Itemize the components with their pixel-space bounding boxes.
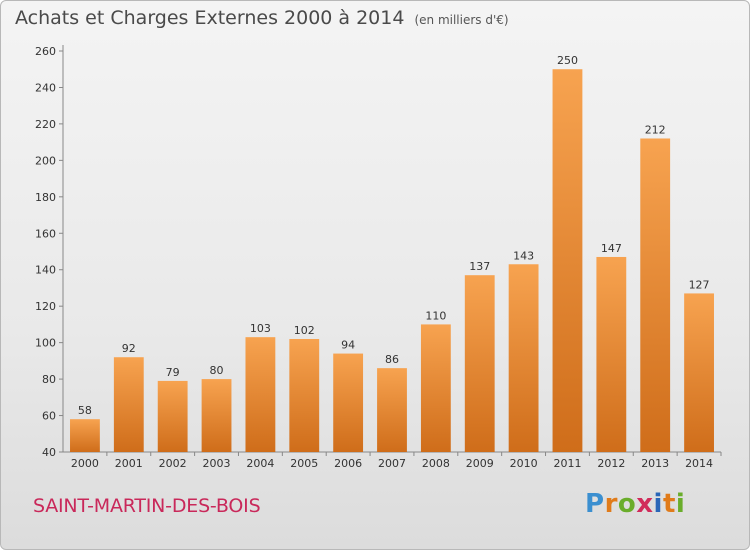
y-tick-label: 60: [42, 410, 56, 423]
chart-title-row: Achats et Charges Externes 2000 à 2014 (e…: [15, 7, 509, 29]
bar: [333, 353, 364, 452]
logo-letter: t: [662, 489, 676, 519]
bar-value-label: 103: [250, 322, 271, 335]
x-tick-label: 2002: [159, 457, 187, 470]
x-tick-label: 2014: [685, 457, 713, 470]
bar: [113, 357, 144, 452]
bar-value-label: 250: [557, 54, 578, 67]
bar-value-label: 147: [601, 242, 622, 255]
y-tick-label: 220: [35, 118, 56, 131]
bar-value-label: 212: [645, 123, 666, 136]
logo-letter: i: [653, 489, 663, 519]
logo-letter: i: [675, 489, 686, 519]
bar: [245, 337, 276, 452]
x-tick-label: 2006: [334, 457, 362, 470]
logo-letter: x: [636, 489, 654, 519]
bar: [508, 264, 539, 452]
bar: [377, 368, 407, 452]
commune-name: SAINT-MARTIN-DES-BOIS: [33, 495, 261, 517]
y-tick-label: 240: [35, 81, 56, 94]
bar: [464, 275, 495, 452]
bar-value-label: 137: [469, 260, 490, 273]
x-tick-label: 2003: [203, 457, 231, 470]
bar: [289, 338, 320, 452]
y-tick-label: 260: [35, 45, 56, 58]
bars: [70, 69, 714, 453]
chart-subtitle: (en milliers d'€): [414, 13, 509, 27]
bar: [201, 379, 232, 452]
y-tick-label: 160: [35, 227, 56, 240]
x-tick-label: 2000: [71, 457, 99, 470]
logo-letter: r: [604, 489, 618, 519]
proxiti-logo: Proxiti: [585, 489, 685, 519]
bar: [157, 380, 188, 452]
logo-letter: P: [585, 489, 605, 519]
x-tick-label: 2001: [115, 457, 143, 470]
y-tick-label: 120: [35, 300, 56, 313]
chart-title: Achats et Charges Externes 2000 à 2014: [15, 7, 405, 29]
x-tick-label: 2004: [246, 457, 274, 470]
x-tick-label: 2009: [466, 457, 494, 470]
y-tick-label: 100: [35, 337, 56, 350]
bar: [552, 69, 583, 453]
bar: [420, 324, 451, 452]
x-tick-label: 2011: [553, 457, 581, 470]
x-tick-label: 2010: [510, 457, 538, 470]
x-tick-label: 2013: [641, 457, 669, 470]
bar: [596, 256, 627, 452]
bar-value-label: 79: [166, 366, 180, 379]
y-tick-label: 180: [35, 191, 56, 204]
bar-value-label: 80: [210, 364, 224, 377]
x-tick-label: 2005: [290, 457, 318, 470]
y-tick-label: 40: [42, 446, 56, 459]
y-tick-label: 140: [35, 264, 56, 277]
bar: [640, 138, 671, 452]
bar-value-label: 102: [294, 324, 315, 337]
y-tick-label: 200: [35, 154, 56, 167]
bar-value-label: 143: [513, 249, 534, 262]
value-labels: 58 92 79 80 103 102 94 86 110 137 143 250 147 212 127: [78, 54, 710, 417]
bar-value-label: 110: [425, 309, 446, 322]
bar: [684, 293, 714, 452]
bar-value-label: 94: [341, 339, 355, 352]
bar-value-label: 92: [122, 342, 136, 355]
bar-value-label: 58: [78, 404, 92, 417]
logo-letter: o: [617, 489, 637, 519]
y-tick-label: 80: [42, 373, 56, 386]
bar-value-label: 86: [385, 353, 399, 366]
x-tick-label: 2007: [378, 457, 406, 470]
bar-value-label: 127: [689, 278, 710, 291]
x-tick-label: 2008: [422, 457, 450, 470]
bar: [70, 419, 100, 452]
x-tick-label: 2012: [597, 457, 625, 470]
